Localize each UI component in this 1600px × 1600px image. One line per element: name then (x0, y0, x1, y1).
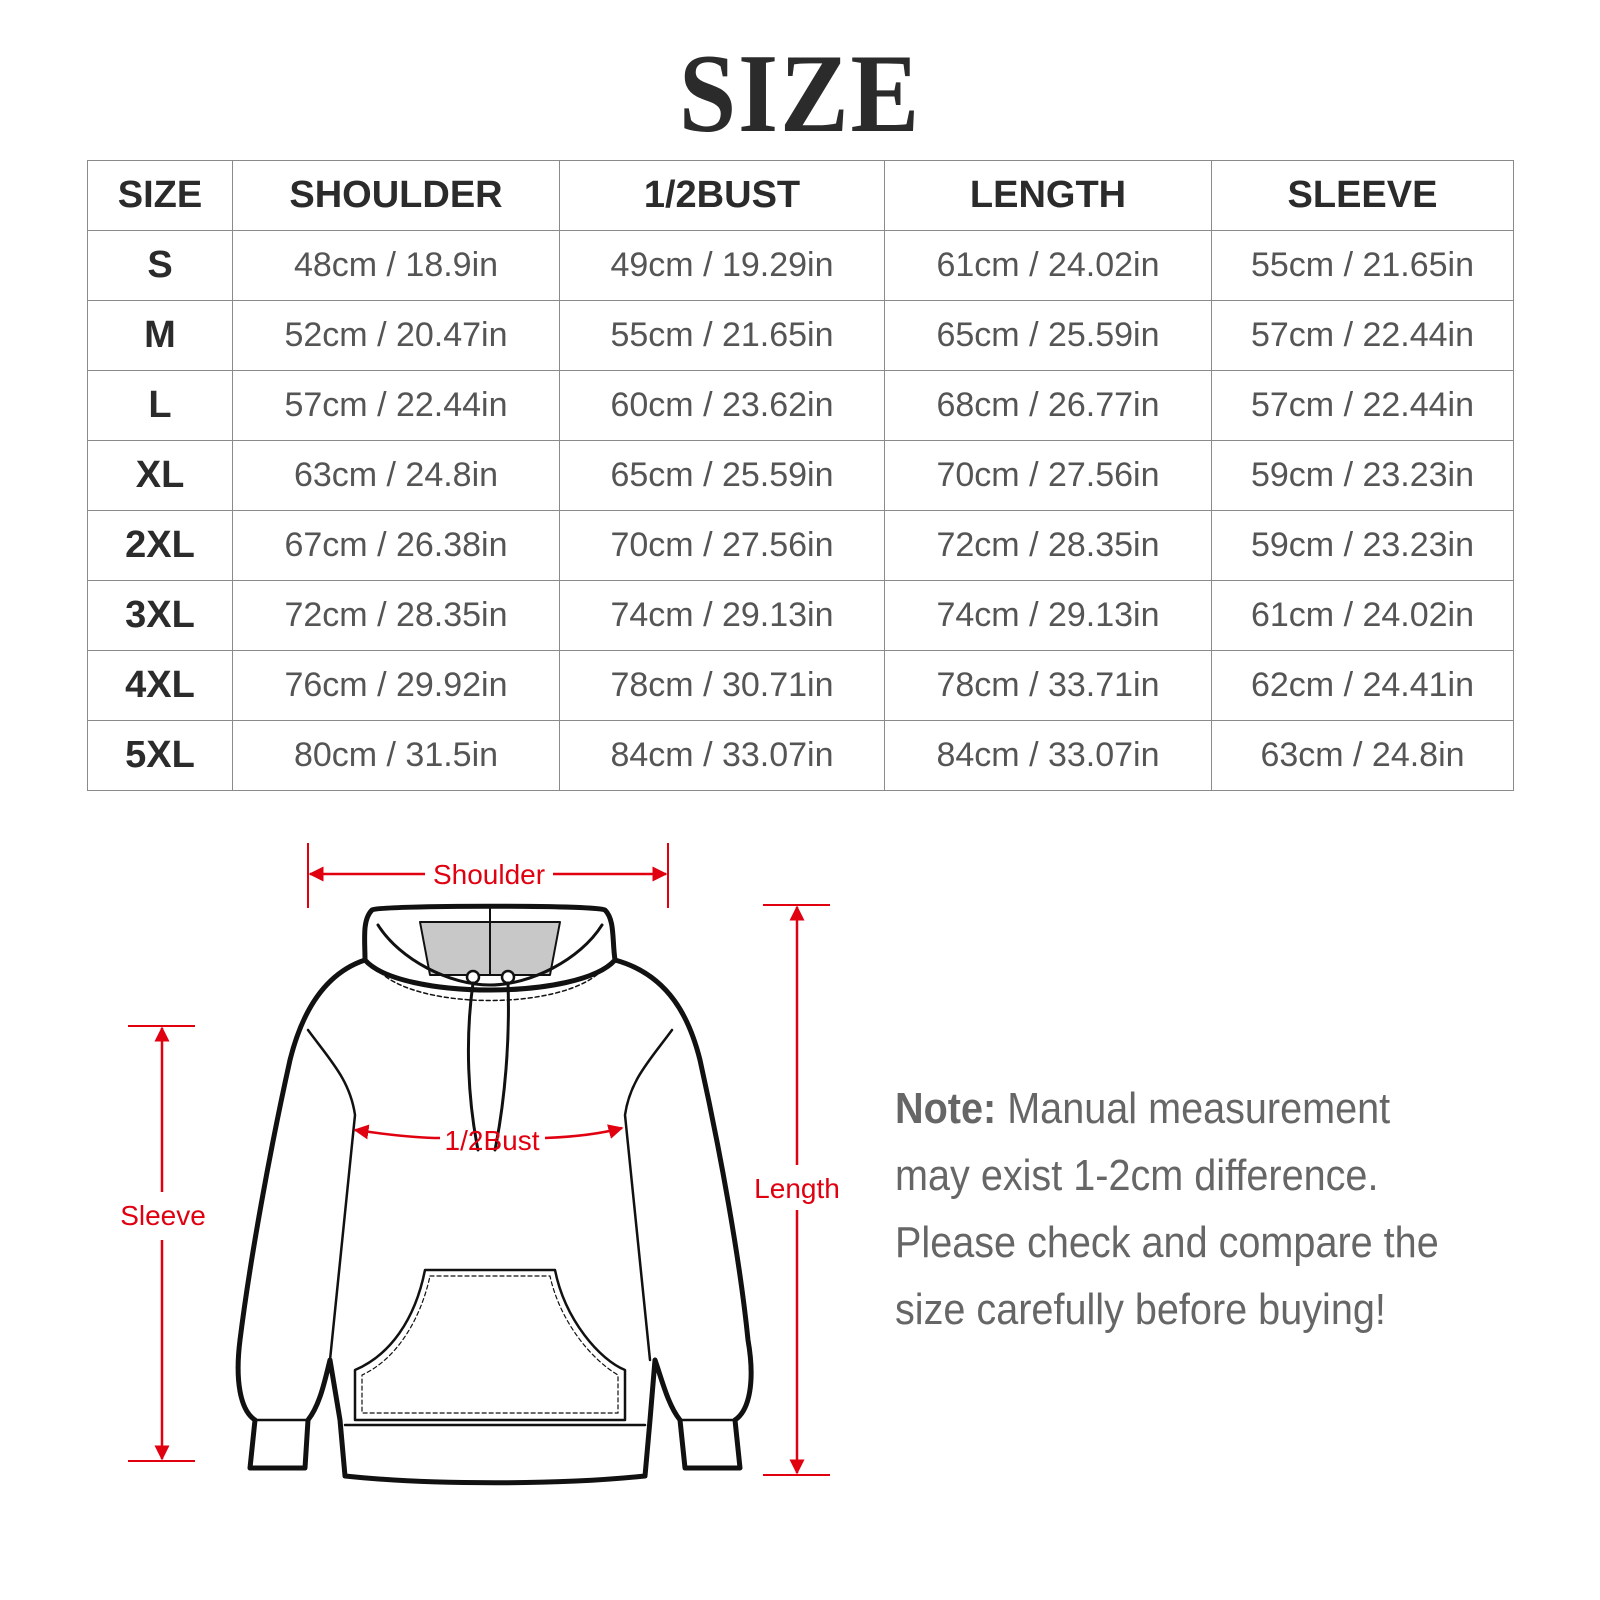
measurement-cell: 59cm / 23.23in (1211, 510, 1514, 581)
table-row: 5XL 80cm / 31.5in 84cm / 33.07in 84cm / 33.… (87, 720, 1514, 791)
table-row: S 48cm / 18.9in 49cm / 19.29in 61cm / 24.02… (87, 230, 1514, 301)
page-title: SIZE (678, 32, 922, 156)
size-cell: M (87, 300, 233, 371)
size-cell: 5XL (87, 720, 233, 791)
measurement-cell: 55cm / 21.65in (559, 300, 885, 371)
size-cell: 2XL (87, 510, 233, 581)
measurement-cell: 55cm / 21.65in (1211, 230, 1514, 301)
size-cell: 3XL (87, 580, 233, 651)
measurement-cell: 59cm / 23.23in (1211, 440, 1514, 511)
table-header-row: SIZE SHOULDER 1/2BUST LENGTH SLEEVE (87, 160, 1514, 231)
size-cell: 4XL (87, 650, 233, 721)
measurement-cell: 78cm / 33.71in (884, 650, 1212, 721)
size-cell: L (87, 370, 233, 441)
table-row: 3XL 72cm / 28.35in 74cm / 29.13in 74cm / 29… (87, 580, 1514, 651)
shoulder-label: Shoulder (433, 859, 545, 890)
size-cell: XL (87, 440, 233, 511)
hoodie-outline-icon (235, 903, 754, 1486)
measurement-cell: 65cm / 25.59in (884, 300, 1212, 371)
hoodie-measurement-diagram: Shoulder 1/2Bust Length Sleeve (120, 843, 840, 1486)
measurement-cell: 70cm / 27.56in (884, 440, 1212, 511)
size-cell: S (87, 230, 233, 301)
column-header: LENGTH (884, 160, 1212, 231)
measurement-cell: 84cm / 33.07in (559, 720, 885, 791)
table-row: M 52cm / 20.47in 55cm / 21.65in 65cm / 25.5… (87, 300, 1514, 371)
measurement-cell: 72cm / 28.35in (884, 510, 1212, 581)
table-row: XL 63cm / 24.8in 65cm / 25.59in 70cm / 27.5… (87, 440, 1514, 511)
measurement-cell: 74cm / 29.13in (559, 580, 885, 651)
measurement-cell: 62cm / 24.41in (1211, 650, 1514, 721)
measurement-cell: 57cm / 22.44in (232, 370, 560, 441)
column-header: SIZE (87, 160, 233, 231)
measurement-cell: 72cm / 28.35in (232, 580, 560, 651)
column-header: SHOULDER (232, 160, 560, 231)
length-label: Length (754, 1173, 840, 1204)
measurement-cell: 61cm / 24.02in (884, 230, 1212, 301)
measurement-cell: 57cm / 22.44in (1211, 370, 1514, 441)
size-table: SIZE SHOULDER 1/2BUST LENGTH SLEEVE S 48cm / … (87, 160, 1514, 791)
table-row: 2XL 67cm / 26.38in 70cm / 27.56in 72cm / 28… (87, 510, 1514, 581)
measurement-cell: 61cm / 24.02in (1211, 580, 1514, 651)
measurement-cell: 68cm / 26.77in (884, 370, 1212, 441)
measurement-cell: 84cm / 33.07in (884, 720, 1212, 791)
measurement-cell: 48cm / 18.9in (232, 230, 560, 301)
measurement-cell: 60cm / 23.62in (559, 370, 885, 441)
measurement-cell: 57cm / 22.44in (1211, 300, 1514, 371)
measurement-cell: 65cm / 25.59in (559, 440, 885, 511)
bust-label: 1/2Bust (445, 1125, 540, 1156)
measurement-cell: 74cm / 29.13in (884, 580, 1212, 651)
note-label: Note: (895, 1084, 997, 1133)
measurement-cell: 52cm / 20.47in (232, 300, 560, 371)
note-text: Manual measurement may exist 1-2cm diffe… (895, 1084, 1439, 1334)
column-header: SLEEVE (1211, 160, 1514, 231)
sleeve-label: Sleeve (120, 1200, 206, 1231)
measurement-cell: 78cm / 30.71in (559, 650, 885, 721)
measurement-cell: 63cm / 24.8in (232, 440, 560, 511)
measurement-cell: 49cm / 19.29in (559, 230, 885, 301)
measurement-cell: 67cm / 26.38in (232, 510, 560, 581)
table-row: L 57cm / 22.44in 60cm / 23.62in 68cm / 26.7… (87, 370, 1514, 441)
measurement-cell: 70cm / 27.56in (559, 510, 885, 581)
measurement-note: Note: Manual measurement may exist 1-2cm… (895, 1075, 1471, 1343)
column-header: 1/2BUST (559, 160, 885, 231)
measurement-cell: 80cm / 31.5in (232, 720, 560, 791)
table-row: 4XL 76cm / 29.92in 78cm / 30.71in 78cm / 33… (87, 650, 1514, 721)
measurement-cell: 63cm / 24.8in (1211, 720, 1514, 791)
measurement-cell: 76cm / 29.92in (232, 650, 560, 721)
